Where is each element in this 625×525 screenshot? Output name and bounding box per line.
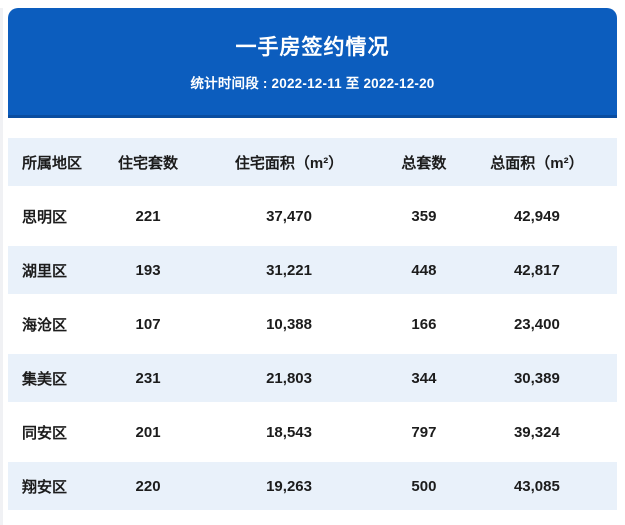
value-cell: 220: [135, 477, 161, 495]
value-cell: 221: [135, 207, 161, 225]
signings-table: 所属地区 住宅套数 住宅面积（m²） 总套数 总面积（m²） 思明区 221 37,470 3…: [8, 132, 617, 516]
column-header: 住宅套数: [118, 154, 179, 172]
table-row: 海沧区 107 10,388 166 23,400: [8, 300, 617, 348]
value-cell: 42,949: [513, 207, 560, 225]
page-left-edge: [0, 8, 3, 525]
table-row: 集美区 231 21,803 344 30,389: [8, 354, 617, 402]
value-cell: 500: [411, 477, 437, 495]
value-cell: 39,324: [513, 423, 560, 441]
table-row: 湖里区 193 31,221 448 42,817: [8, 246, 617, 294]
value-cell: 359: [411, 207, 437, 225]
page-subtitle: 统计时间段 : 2022-12-11 至 2022-12-20: [190, 76, 435, 92]
value-cell: 23,400: [513, 315, 560, 333]
column-header: 所属地区: [22, 154, 83, 172]
table-row: 翔安区 220 19,263 500 43,085: [8, 462, 617, 510]
district-cell: 同安区: [22, 424, 68, 442]
column-header: 总面积（m²）: [490, 154, 584, 172]
value-cell: 37,470: [266, 207, 312, 225]
district-cell: 翔安区: [22, 478, 68, 496]
value-cell: 21,803: [266, 369, 312, 387]
value-cell: 42,817: [513, 261, 560, 279]
page-title: 一手房签约情况: [235, 36, 390, 59]
value-cell: 18,543: [266, 423, 312, 441]
column-header: 住宅面积（m²）: [234, 154, 344, 172]
table-header-row: 所属地区 住宅套数 住宅面积（m²） 总套数 总面积（m²）: [8, 138, 617, 186]
table-row: 同安区 201 18,543 797 39,324: [8, 408, 617, 456]
banner: 一手房签约情况 统计时间段 : 2022-12-11 至 2022-12-20: [8, 8, 617, 118]
value-cell: 30,389: [513, 369, 560, 387]
table-wrap: 所属地区 住宅套数 住宅面积（m²） 总套数 总面积（m²） 思明区 221 37,470 3…: [8, 132, 617, 516]
value-cell: 43,085: [513, 477, 560, 495]
district-cell: 思明区: [22, 208, 68, 226]
value-cell: 10,388: [266, 315, 312, 333]
value-cell: 231: [135, 369, 161, 387]
value-cell: 201: [135, 423, 161, 441]
value-cell: 166: [411, 315, 437, 333]
district-cell: 海沧区: [22, 316, 68, 334]
district-cell: 湖里区: [22, 262, 68, 280]
value-cell: 797: [411, 423, 437, 441]
value-cell: 19,263: [266, 477, 312, 495]
value-cell: 193: [135, 261, 161, 279]
table-row: 思明区 221 37,470 359 42,949: [8, 192, 617, 240]
page: 一手房签约情况 统计时间段 : 2022-12-11 至 2022-12-20 …: [0, 8, 625, 525]
value-cell: 107: [135, 315, 161, 333]
value-cell: 31,221: [266, 261, 312, 279]
column-header: 总套数: [401, 154, 447, 172]
value-cell: 448: [411, 261, 437, 279]
value-cell: 344: [411, 369, 437, 387]
district-cell: 集美区: [22, 370, 68, 388]
